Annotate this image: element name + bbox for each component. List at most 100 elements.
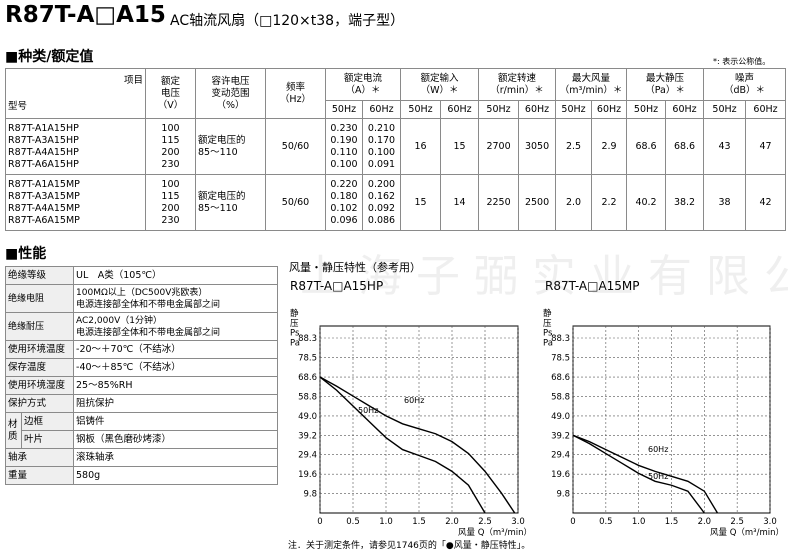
header-row: 项目 型号 额定 电压 （V） 容许电压 变动范围 （%） 频率 （Hz） 额定电流 （A… [5, 68, 787, 119]
performance-row: 轴承 滚珠轴承 [4, 448, 279, 467]
y-tick-label: 49.0 [298, 412, 317, 422]
current: 0.086 [367, 214, 396, 226]
current: 0.220 [330, 178, 358, 190]
performance-row: 绝缘耐压 AC2,000V（1分钟） 电源连接部全体和不带电金属部之间 [4, 312, 279, 341]
row-label: 保存温度 [4, 358, 75, 377]
row-sublabel: 边框 [20, 412, 75, 431]
current: 0.190 [330, 134, 358, 146]
x-tick-label: 1.5 [665, 517, 679, 527]
performance-row: 保护方式 阻抗保护 [4, 394, 279, 413]
y-tick-label: 78.5 [551, 353, 570, 363]
section-title: ■种类/额定值 [5, 49, 94, 65]
spec-table: 项目 型号 额定 电压 （V） 容许电压 变动范围 （%） 频率 （Hz） 额定电流 （A… [5, 68, 787, 231]
column-header: 额定转速 （r/min）＊ [478, 68, 557, 101]
voltage: 230 [161, 158, 180, 170]
frequency-header: 50Hz [478, 100, 520, 119]
model: R87T-A1A15MP [8, 178, 80, 190]
row-label: 使用环境湿度 [4, 376, 75, 395]
model: R87T-A1A15HP [8, 122, 79, 134]
curve [319, 376, 516, 514]
frequency-header: 60Hz [665, 100, 705, 119]
performance-row: 叶片 钢板（黑色磨砂烤漆） [6, 430, 279, 449]
note: *: 表示公称值。 [713, 57, 771, 66]
row-label: 保护方式 [4, 394, 75, 413]
rated-value: 2250 [478, 174, 520, 231]
y-axis-label: 静压 Ps Pa [290, 308, 300, 348]
frequency-header: 50Hz [703, 100, 747, 119]
model-group: R87T-A1A15MP R87T-A3A15MP R87T-A4A15MP R87T… [5, 174, 787, 231]
voltage: 100 [161, 178, 180, 190]
corner-cell: 项目型号 [5, 68, 146, 119]
current: 0.092 [367, 202, 396, 214]
x-tick-label: 3.0 [511, 517, 525, 527]
model: R87T-A3A15HP [8, 134, 79, 146]
voltage: 115 [161, 134, 180, 146]
frequency-header: 50Hz [325, 100, 363, 119]
series-label: 60Hz [648, 445, 668, 454]
row-value: 580g [73, 466, 279, 485]
performance-row: 绝缘电阻 100MΩ以上（DC500V兆欧表） 电源连接部全体和不带电金属部之间 [4, 284, 279, 313]
column-header: 容许电压 变动范围 （%） [195, 68, 266, 119]
row-label: 使用环境温度 [4, 340, 75, 359]
column-header: 额定电流 （A）＊ [324, 68, 402, 101]
performance-row: 材质 边框 铝铸件 [5, 412, 279, 449]
frequency-header: 60Hz [361, 100, 402, 119]
curve [319, 376, 486, 514]
model: R87T-A6A15HP [8, 158, 79, 170]
rated-value: 14 [440, 174, 480, 231]
series-label: 60Hz [404, 396, 424, 405]
x-tick-label: 2.0 [698, 517, 712, 527]
item-label: 项目 [123, 74, 143, 86]
voltage: 200 [161, 146, 180, 158]
performance-row: 保存温度 -40～＋85℃（不结冰） [4, 358, 279, 377]
current: 0.102 [330, 202, 358, 214]
voltage-cell: 100 115 200 230 [145, 118, 196, 175]
model: R87T-A3A15MP [8, 190, 80, 202]
rated-value: 47 [745, 118, 787, 175]
frequency-header: 60Hz [518, 100, 557, 119]
current: 0.162 [367, 190, 396, 202]
model: R87T-A4A15MP [8, 202, 80, 214]
y-tick-label: 29.4 [298, 451, 317, 461]
curve [572, 434, 705, 514]
model: R87T-A4A15HP [8, 146, 79, 158]
model-label: 型号 [8, 100, 28, 112]
row-label: 绝缘等级 [4, 266, 75, 285]
rated-value: 15 [400, 174, 442, 231]
x-tick-label: 2.5 [478, 517, 492, 527]
column-header: 额定输入 （W）＊ [400, 68, 480, 101]
voltage-cell: 100 115 200 230 [145, 174, 196, 231]
column-header: 额定 电压 （V） [145, 68, 196, 119]
frequency-header: 50Hz [626, 100, 667, 119]
voltage: 115 [161, 190, 180, 202]
rated-value: 3050 [518, 118, 557, 175]
model: R87T-A6A15MP [8, 214, 80, 226]
performance-row: 使用环境温度 -20～＋70℃（不结冰） [4, 340, 279, 359]
y-tick-label: 39.2 [298, 431, 317, 441]
current-cell: 0.200 0.162 0.092 0.086 [361, 174, 402, 231]
frequency-header: 60Hz [440, 100, 480, 119]
y-axis-label: 静压 Ps Pa [543, 308, 553, 348]
x-tick-label: 0.5 [346, 517, 360, 527]
y-tick-label: 68.6 [551, 373, 570, 383]
rated-value: 16 [400, 118, 442, 175]
x-tick-label: 1.0 [379, 517, 393, 527]
x-tick-label: 0 [317, 517, 322, 527]
performance-row: 重量 580g [4, 466, 279, 485]
row-label: 绝缘耐压 [4, 312, 75, 341]
y-tick-label: 58.8 [298, 392, 317, 402]
y-tick-label: 88.3 [551, 334, 570, 344]
row-value: 100MΩ以上（DC500V兆欧表） 电源连接部全体和不带电金属部之间 [73, 284, 279, 313]
rated-value: 68.6 [626, 118, 667, 175]
title: R87T-A□A15 [5, 2, 166, 28]
row-label: 材质 [5, 412, 22, 449]
curve [572, 434, 719, 514]
y-tick-label: 29.4 [551, 451, 570, 461]
current: 0.230 [330, 122, 358, 134]
column-header: 频率 （Hz） [265, 68, 326, 119]
rated-value: 38.2 [665, 174, 705, 231]
voltage-range: 额定电压的 85～110 [195, 174, 266, 231]
current: 0.200 [367, 178, 396, 190]
rated-value: 2.0 [555, 174, 593, 231]
